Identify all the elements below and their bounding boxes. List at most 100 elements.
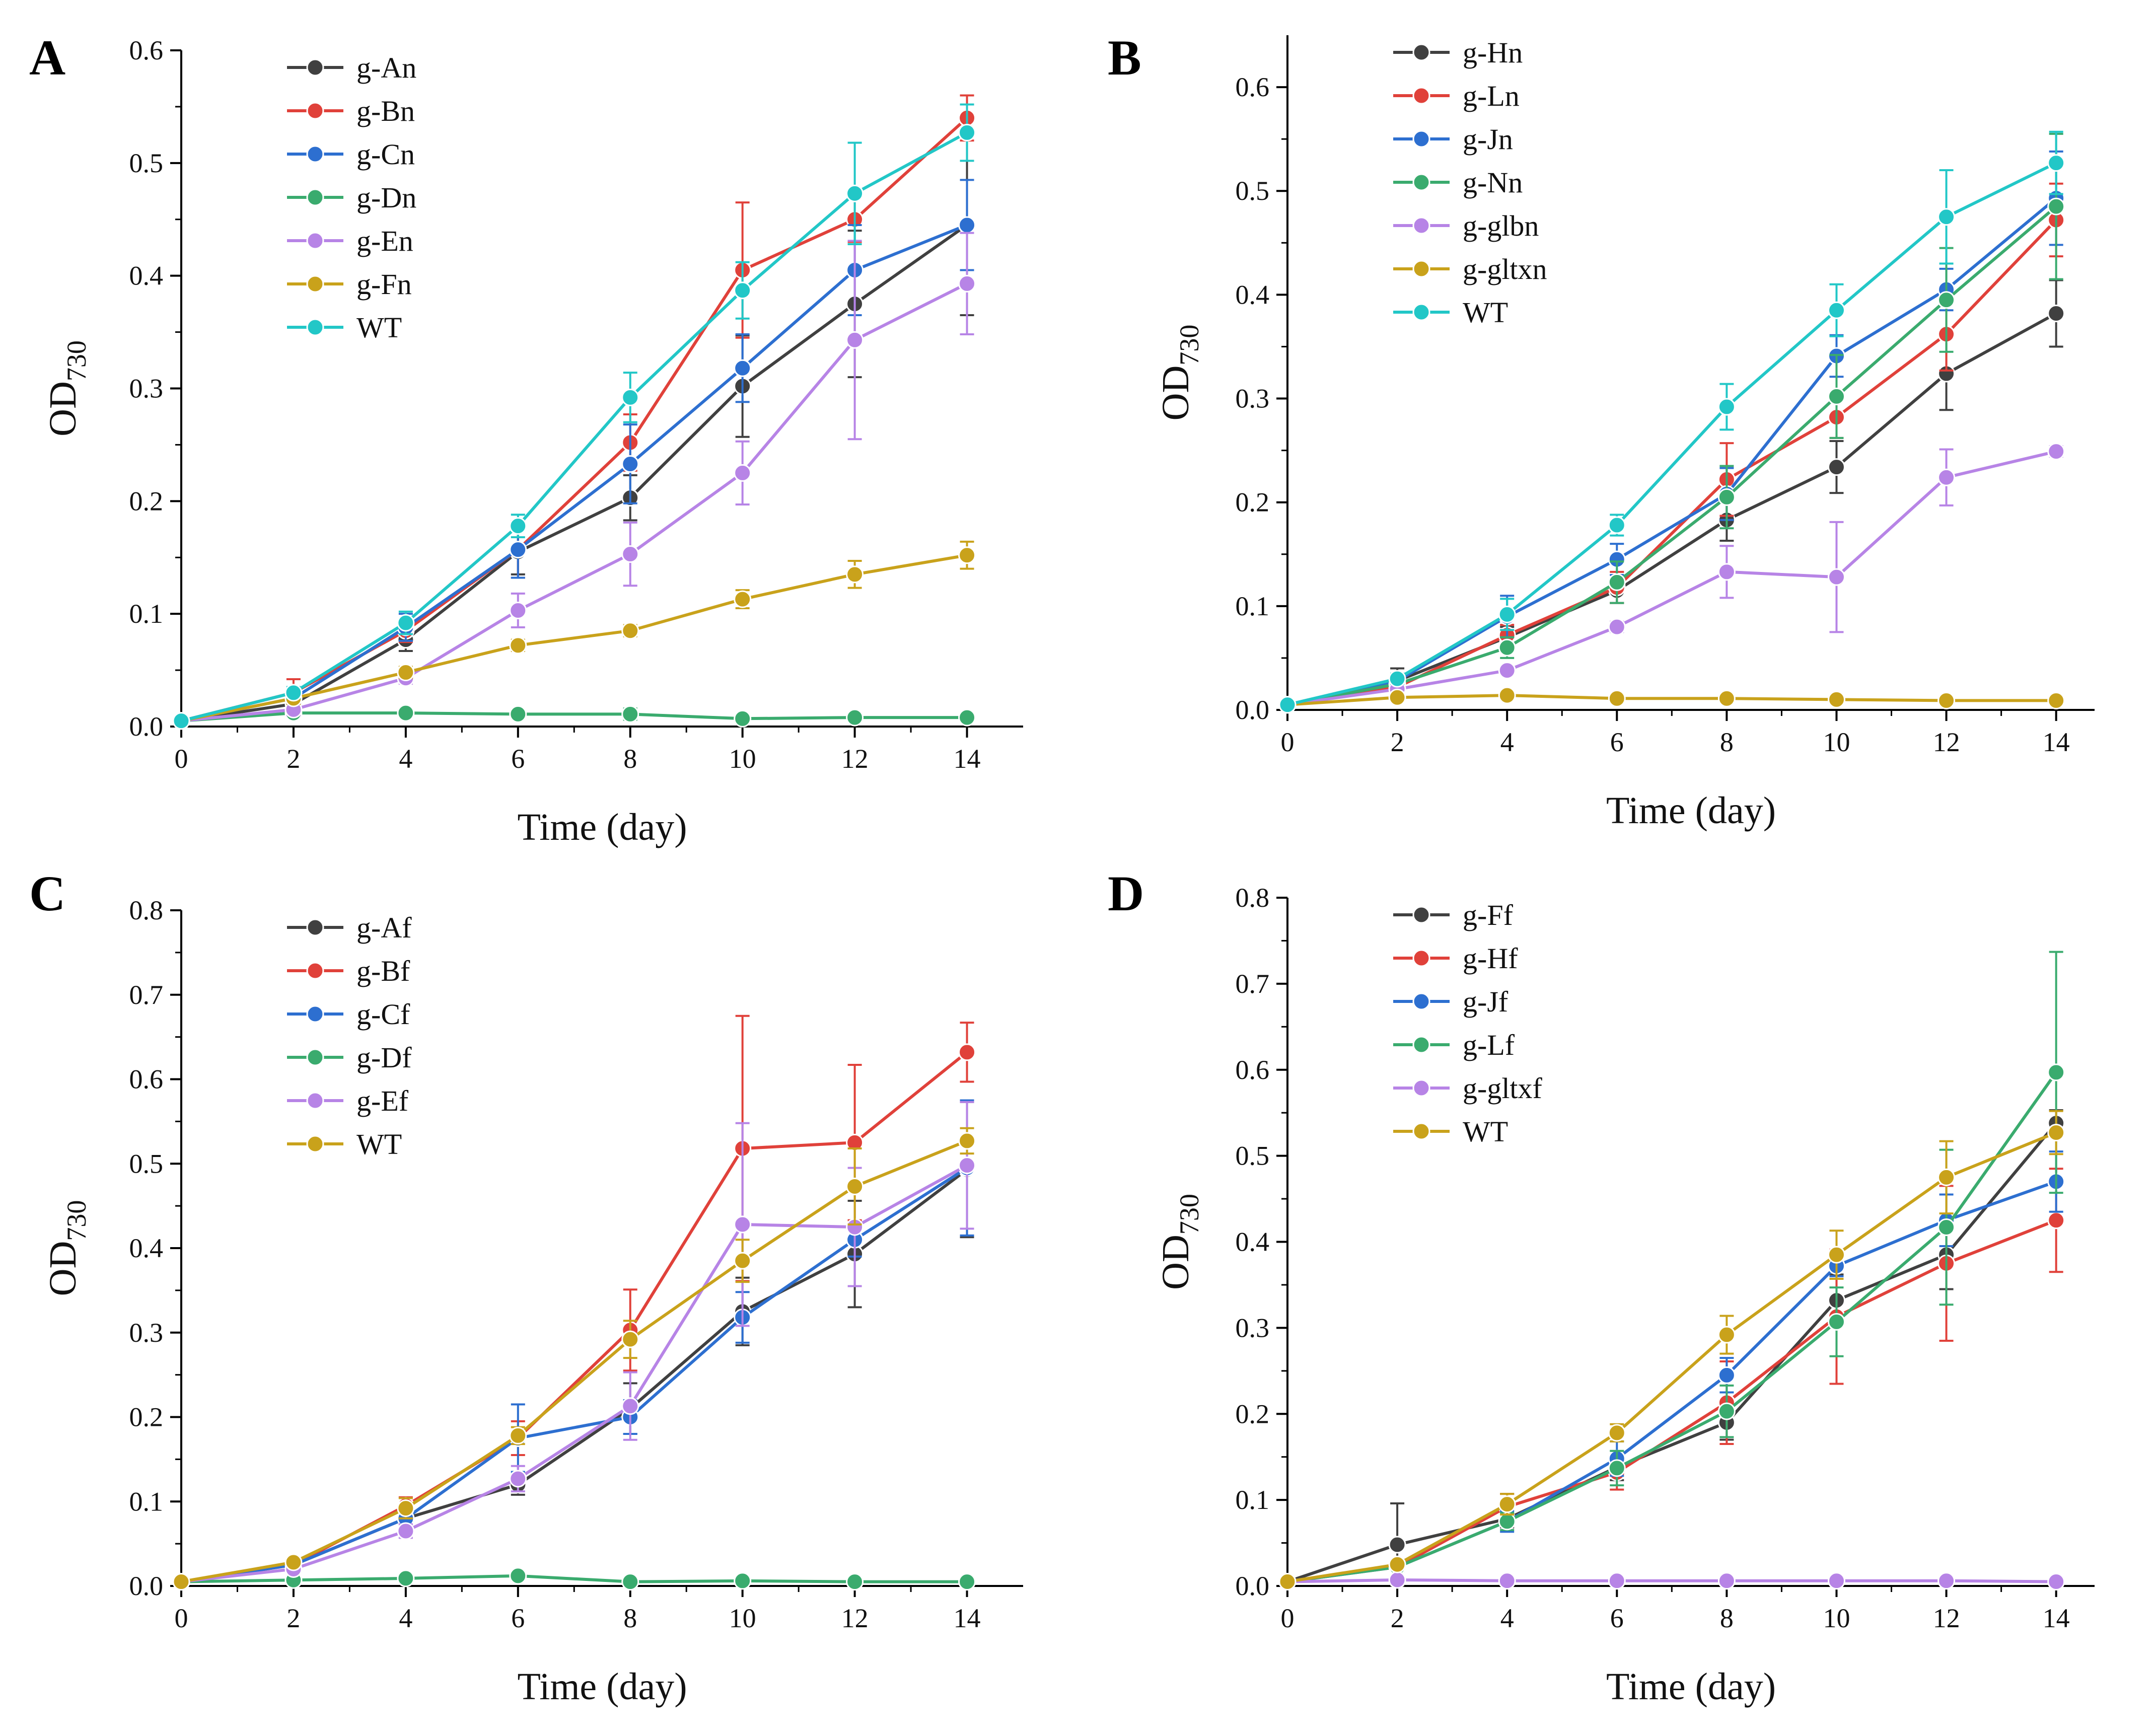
- legend-label: g-Ln: [1463, 80, 1520, 112]
- x-tick-label: 4: [399, 744, 412, 774]
- y-axis-title-subscript: 730: [1174, 1194, 1204, 1235]
- legend-label: g-glbn: [1463, 209, 1539, 242]
- legend-marker: [306, 318, 324, 336]
- x-tick-label: 4: [399, 1603, 412, 1633]
- legend-marker: [306, 918, 324, 936]
- data-point: [958, 1156, 976, 1175]
- data-point: [846, 1178, 864, 1196]
- data-point: [1717, 398, 1736, 416]
- x-tick-label: 8: [1720, 727, 1734, 757]
- legend-label: g-Nn: [1463, 166, 1523, 199]
- data-point: [2047, 304, 2065, 322]
- y-axis-title-main: OD: [42, 381, 84, 437]
- series-line: [1287, 1071, 2058, 1583]
- data-point: [734, 709, 752, 728]
- y-axis-title-main: OD: [1155, 366, 1197, 421]
- legend-label: WT: [1463, 296, 1508, 329]
- legend-marker: [1412, 216, 1430, 235]
- data-point: [509, 1426, 527, 1444]
- data-point: [509, 1567, 527, 1585]
- data-point: [2047, 691, 2065, 709]
- legend-label: g-Jf: [1463, 985, 1508, 1018]
- x-tick-label: 10: [1823, 1603, 1850, 1633]
- series-line: [181, 553, 968, 722]
- data-point: [621, 455, 639, 473]
- legend-marker: [1412, 173, 1430, 191]
- x-tick-label: 2: [286, 744, 300, 774]
- y-tick-label: 0.4: [129, 1233, 164, 1263]
- data-point: [1937, 691, 1956, 709]
- data-point: [1827, 690, 1845, 708]
- legend-label: g-Ef: [356, 1084, 409, 1117]
- x-tick-label: 10: [1823, 727, 1850, 757]
- x-tick-label: 2: [286, 1603, 300, 1633]
- y-tick-label: 0.3: [129, 374, 164, 404]
- series-line: [181, 1164, 968, 1583]
- series-line: [1287, 694, 2056, 706]
- data-point: [621, 545, 639, 563]
- data-point: [509, 517, 527, 535]
- series-line: [1287, 205, 2057, 706]
- series-line: [1287, 1578, 2056, 1583]
- data-point: [1717, 689, 1736, 707]
- series-line: [1287, 1122, 2058, 1583]
- y-tick-label: 0.0: [1236, 695, 1270, 725]
- data-point: [734, 281, 752, 300]
- legend-marker: [1412, 130, 1430, 148]
- legend-label: g-Jn: [1463, 123, 1513, 156]
- x-tick-label: 12: [1933, 1603, 1960, 1633]
- y-tick-label: 0.0: [129, 1571, 164, 1601]
- panel-letter: A: [29, 30, 65, 86]
- legend-label: WT: [356, 1128, 402, 1161]
- series-line: [181, 1574, 967, 1583]
- panels: A 0 2 4 6 8 10 12 14 0.0 0.1 0.2 0.3 0.4 0.5 0.6 Time (d…: [29, 30, 2095, 1708]
- panel-letter: D: [1108, 865, 1144, 921]
- series-line: [1287, 197, 2057, 706]
- data-point: [509, 601, 527, 619]
- data-point: [1827, 1572, 1845, 1590]
- data-point: [172, 712, 190, 730]
- data-point: [621, 1397, 639, 1415]
- y-tick-label: 0.1: [129, 599, 164, 629]
- series-line: [181, 1139, 968, 1583]
- series-line: [181, 1167, 968, 1583]
- data-point: [1937, 291, 1956, 309]
- data-point: [1278, 1572, 1297, 1590]
- data-point: [172, 1573, 190, 1591]
- x-tick-label: 12: [841, 744, 869, 774]
- legend-marker: [306, 1048, 324, 1066]
- data-point: [1717, 1366, 1736, 1384]
- data-point: [397, 1522, 415, 1540]
- legend-label: g-gltxf: [1463, 1072, 1543, 1105]
- data-point: [509, 541, 527, 559]
- legend-marker: [306, 145, 324, 163]
- data-point: [2047, 1123, 2065, 1141]
- data-point: [1498, 605, 1516, 623]
- data-point: [1827, 568, 1845, 586]
- x-tick-label: 0: [1281, 1603, 1295, 1633]
- x-axis-title: Time (day): [517, 1666, 687, 1708]
- data-point: [284, 684, 303, 702]
- x-tick-label: 2: [1391, 1603, 1404, 1633]
- data-point: [1388, 1571, 1406, 1589]
- series-WT: [172, 103, 976, 730]
- legend-label: g-Bf: [356, 955, 410, 987]
- data-point: [1608, 1424, 1626, 1442]
- data-point: [958, 274, 976, 293]
- series-line: [1287, 312, 2057, 706]
- y-tick-label: 0.6: [1236, 72, 1270, 102]
- data-point: [1498, 662, 1516, 680]
- data-point: [734, 1252, 752, 1270]
- data-point: [734, 359, 752, 377]
- data-point: [1278, 696, 1297, 714]
- series-line: [1287, 161, 2057, 706]
- data-point: [846, 184, 864, 202]
- legend-marker: [1412, 260, 1430, 278]
- legend-marker: [1412, 303, 1430, 321]
- data-point: [621, 1330, 639, 1348]
- data-point: [1498, 638, 1516, 657]
- legend-marker: [306, 58, 324, 77]
- data-point: [846, 1573, 864, 1591]
- y-tick-label: 0.1: [129, 1486, 164, 1516]
